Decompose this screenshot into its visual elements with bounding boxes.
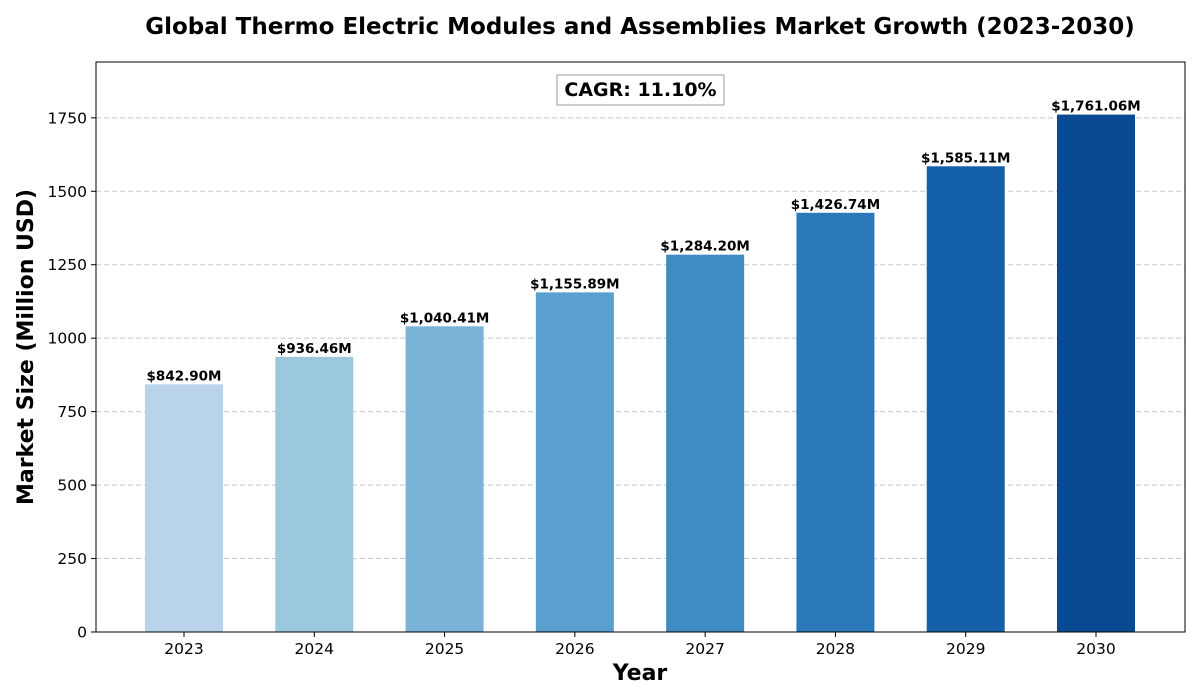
bar-2024	[275, 356, 354, 632]
y-axis-label: Market Size (Million USD)	[14, 189, 39, 505]
bar-2025	[405, 326, 484, 632]
x-axis-label: Year	[612, 661, 668, 686]
data-label-2030: $1,761.06M	[1051, 99, 1140, 115]
gridlines	[96, 117, 1185, 633]
y-tick-label: 0	[77, 624, 87, 642]
y-axis: 0 250 500 750 1000 1250 1500 1750	[48, 109, 96, 642]
data-label-2024: $936.46M	[277, 341, 352, 357]
cagr-text: CAGR: 11.10%	[564, 79, 716, 101]
x-tick-label-2026: 2026	[555, 640, 594, 658]
data-label-2023: $842.90M	[147, 368, 222, 384]
y-tick-label: 500	[57, 477, 87, 495]
y-tick-label: 1750	[48, 109, 87, 127]
cagr-annotation: CAGR: 11.10%	[556, 74, 725, 106]
y-tick-label: 750	[57, 403, 87, 421]
data-label-2025: $1,040.41M	[400, 310, 489, 326]
x-axis: 2023 2024 2025 2026 2027 2028 2029 2030	[164, 632, 1116, 658]
y-tick-label: 1000	[48, 330, 87, 348]
x-tick-label-2029: 2029	[946, 640, 985, 658]
y-tick-label: 1250	[48, 256, 87, 274]
bar-2027	[666, 254, 745, 632]
bar-2028	[796, 212, 875, 632]
data-label-2029: $1,585.11M	[921, 150, 1010, 166]
y-tick-label: 1500	[48, 183, 87, 201]
data-labels: $842.90M $936.46M $1,040.41M $1,155.89M $1,2…	[147, 99, 1141, 385]
data-label-2028: $1,426.74M	[791, 197, 880, 213]
bar-2030	[1057, 114, 1135, 633]
bars	[145, 114, 1135, 633]
cagr-box	[556, 74, 725, 106]
x-tick-label-2027: 2027	[685, 640, 724, 658]
x-tick-label-2024: 2024	[295, 640, 334, 658]
x-tick-label-2025: 2025	[425, 640, 464, 658]
x-tick-label-2030: 2030	[1076, 640, 1115, 658]
data-label-2026: $1,155.89M	[530, 276, 619, 292]
plot-frame	[95, 61, 1186, 633]
y-tick-label: 250	[57, 550, 87, 568]
data-label-2027: $1,284.20M	[660, 239, 749, 255]
x-tick-label-2023: 2023	[164, 640, 203, 658]
x-tick-label-2028: 2028	[816, 640, 855, 658]
bar-2026	[535, 292, 614, 632]
chart-title: Global Thermo Electric Modules and Assem…	[145, 14, 1135, 40]
bar-2029	[926, 166, 1005, 633]
bar-2023	[145, 384, 223, 632]
